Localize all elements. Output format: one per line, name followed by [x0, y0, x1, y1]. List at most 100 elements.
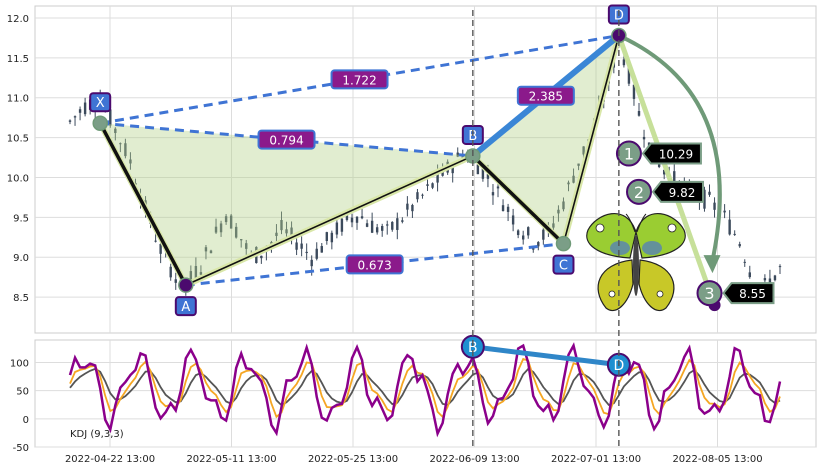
- candle-body: [73, 116, 77, 118]
- candle-body: [703, 189, 706, 209]
- candle-body: [380, 226, 384, 231]
- candle-body: [124, 143, 127, 157]
- price-y-tick-label: 12.0: [7, 14, 29, 25]
- candle-body: [174, 279, 177, 283]
- target-circle: [696, 280, 723, 307]
- candle-body: [738, 244, 741, 247]
- candle-body: [773, 275, 777, 281]
- candle-body: [713, 202, 716, 210]
- candle-body: [748, 272, 751, 278]
- candle-body: [567, 182, 570, 185]
- candle-body: [506, 206, 510, 212]
- pattern-triangle-bcd: [472, 35, 619, 244]
- ratio-label: 0.673: [357, 258, 391, 272]
- candle-body: [662, 170, 666, 175]
- candle-body: [350, 217, 354, 223]
- candle-body: [68, 120, 72, 122]
- price-panel: [34, 5, 817, 334]
- candle-body: [280, 220, 283, 231]
- ratio-label-box: [345, 254, 404, 275]
- candle-body: [310, 259, 313, 267]
- candle-body: [733, 233, 736, 235]
- target-number: 3: [704, 284, 714, 303]
- price-y-tick-label: 8.5: [13, 293, 29, 304]
- candle-body: [219, 223, 223, 233]
- x-axis-ticks: 2022-04-22 13:00 2022-05-11 13:00 2022-05-…: [65, 454, 763, 465]
- target-value-box: [651, 180, 705, 203]
- candle-body: [511, 215, 515, 225]
- candle-body: [270, 242, 273, 245]
- candle-body: [396, 218, 399, 230]
- candle-body: [199, 272, 203, 275]
- price-y-tick-label: 9.0: [13, 253, 29, 264]
- candle-body: [300, 243, 303, 249]
- ratio-label-box: [257, 129, 316, 150]
- candle-body: [763, 278, 767, 281]
- candle-body: [632, 84, 636, 99]
- target-value: 9.82: [669, 186, 696, 200]
- candle-body: [260, 255, 263, 259]
- candle-body: [501, 205, 505, 211]
- candle-body: [562, 201, 565, 210]
- target-value: 8.55: [739, 287, 766, 301]
- candle-body: [240, 239, 243, 241]
- target-markers: 1 10.29 2 9.82 3 8.55: [615, 140, 775, 307]
- divergence-label: B: [468, 340, 478, 356]
- pattern-point-label: C: [559, 259, 568, 274]
- candle-body: [431, 183, 434, 188]
- x-tick-label: 2022-04-22 13:00: [65, 454, 155, 465]
- target-circle: [626, 178, 653, 205]
- candle-body: [285, 229, 288, 234]
- candle-body: [496, 186, 500, 189]
- candle-body: [345, 213, 349, 220]
- price-y-tick-label: 10.5: [7, 134, 29, 145]
- price-y-tick-label: 11.0: [7, 94, 29, 105]
- candle-body: [305, 251, 308, 254]
- candle-body: [486, 174, 490, 179]
- candle-body: [119, 143, 122, 145]
- candle-body: [708, 191, 711, 195]
- pattern-point-label-box: [89, 92, 112, 113]
- pattern-point-label: X: [96, 96, 105, 111]
- x-tick-label: 2022-05-11 13:00: [186, 454, 276, 465]
- candle-body: [320, 246, 323, 253]
- pattern-point-label: A: [181, 300, 190, 315]
- pattern-strong-leg: [98, 122, 188, 286]
- candle-body: [557, 209, 560, 214]
- butterfly-icon: [586, 213, 686, 312]
- price-y-tick-label: 10.0: [7, 173, 29, 184]
- candle-body: [552, 223, 555, 228]
- kdj-lines: [68, 342, 782, 438]
- indicator-grid: [35, 340, 816, 448]
- ratio-label-box: [516, 85, 575, 106]
- pattern-point-label: B: [468, 129, 477, 144]
- candle-body: [521, 235, 525, 240]
- ratio-label-box: [330, 69, 389, 90]
- candle-body: [245, 243, 248, 249]
- x-tick-label: 2022-05-25 13:00: [308, 454, 398, 465]
- candle-body: [406, 203, 409, 210]
- candle-body: [436, 171, 439, 183]
- pattern-vertical-lines: [472, 10, 620, 447]
- x-tick-label: 2022-07-01 13:00: [551, 454, 641, 465]
- pattern-point: [92, 115, 108, 131]
- candle-body: [209, 250, 213, 254]
- pattern-point: [178, 277, 194, 293]
- ratio-label: 1.722: [342, 73, 376, 87]
- target-value-box: [641, 142, 702, 165]
- candle-body: [360, 216, 364, 219]
- candle-body: [375, 227, 379, 233]
- candle-body: [386, 224, 389, 226]
- candle-body: [340, 218, 344, 232]
- divergence-line: [472, 344, 620, 368]
- candle-body: [416, 192, 419, 200]
- candle-body: [214, 226, 218, 233]
- target-number: 2: [634, 183, 644, 202]
- candle-body: [542, 229, 545, 240]
- price-y-ticks: 8.5 9.0 9.5 10.0 10.5 11.0 11.5 12.0: [7, 14, 29, 304]
- ratio-label: 2.385: [529, 90, 563, 104]
- pattern-point-label-box: [552, 254, 575, 275]
- candle-body: [491, 192, 495, 196]
- candle-body: [370, 220, 374, 233]
- candle-body: [622, 59, 626, 66]
